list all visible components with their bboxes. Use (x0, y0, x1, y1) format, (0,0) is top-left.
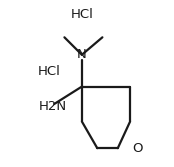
Text: HCl: HCl (70, 8, 93, 21)
Text: N: N (77, 48, 87, 61)
Text: O: O (132, 142, 143, 155)
Text: H2N: H2N (39, 100, 67, 113)
Text: HCl: HCl (38, 65, 61, 78)
